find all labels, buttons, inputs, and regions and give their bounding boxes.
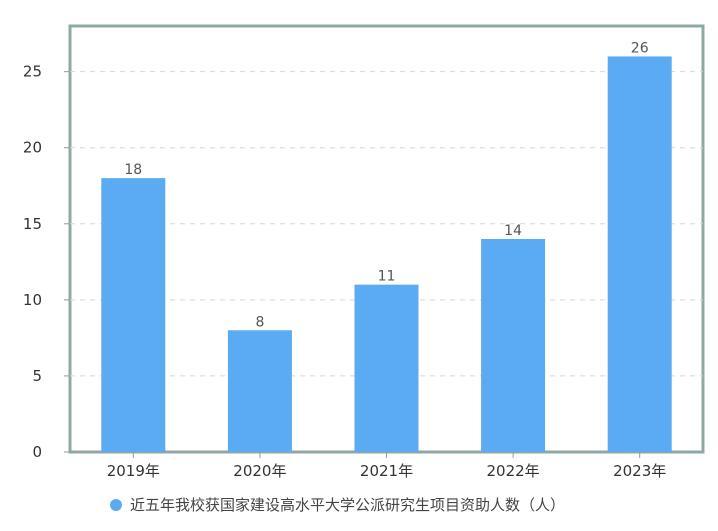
bar[interactable]: [481, 239, 546, 452]
y-tick-label: 5: [32, 367, 42, 385]
bar[interactable]: [607, 56, 672, 453]
y-tick-label: 10: [23, 291, 42, 309]
y-tick-label: 0: [32, 443, 42, 461]
y-tick-label: 25: [23, 63, 42, 81]
legend-label: 近五年我校获国家建设高水平大学公派研究生项目资助人数（人）: [130, 496, 566, 514]
x-tick-label: 2020年: [233, 462, 286, 480]
x-tick-label: 2019年: [107, 462, 160, 480]
data-label: 18: [124, 162, 142, 178]
data-label: 8: [255, 314, 264, 330]
bar[interactable]: [227, 330, 292, 452]
y-tick-label: 20: [23, 139, 42, 157]
bar[interactable]: [101, 178, 166, 452]
y-tick-label: 15: [23, 215, 42, 233]
data-label: 14: [504, 223, 522, 239]
data-label: 26: [631, 40, 649, 56]
x-tick-label: 2023年: [613, 462, 666, 480]
legend[interactable]: 近五年我校获国家建设高水平大学公派研究生项目资助人数（人）: [110, 494, 565, 515]
bar[interactable]: [354, 284, 419, 452]
x-tick-label: 2021年: [360, 462, 413, 480]
data-label: 11: [378, 269, 396, 285]
x-tick-label: 2022年: [487, 462, 540, 480]
legend-marker-icon: [110, 498, 122, 511]
